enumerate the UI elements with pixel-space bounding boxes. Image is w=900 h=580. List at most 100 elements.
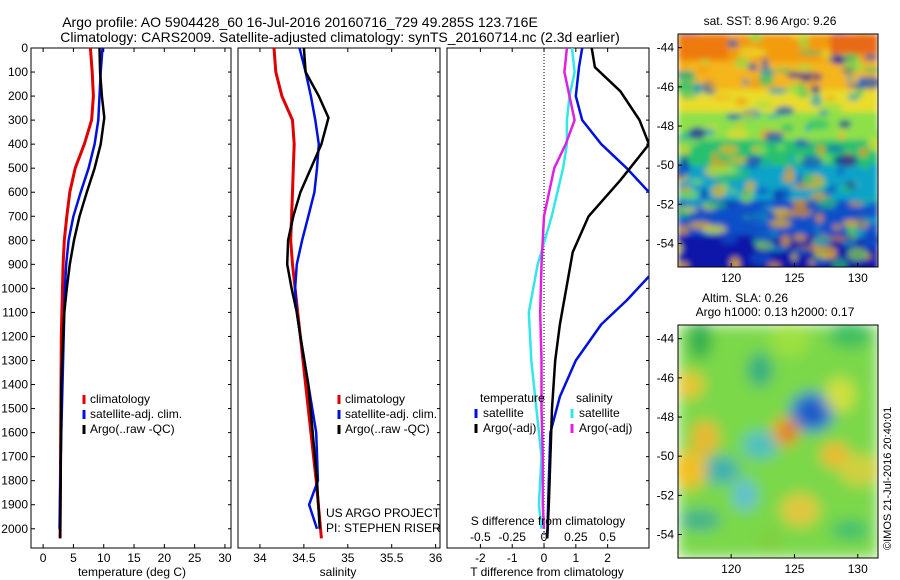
series-line-climatology — [272, 48, 323, 539]
legend-label: climatology — [90, 392, 150, 406]
map-y-tick-label: -48 — [657, 119, 675, 133]
sst-patch — [854, 227, 867, 239]
sst-patch — [783, 91, 796, 101]
x-tick-label: 2 — [604, 551, 611, 565]
sst-patch — [725, 113, 742, 121]
s-tick-label: 0.25 — [564, 530, 588, 544]
sst-patch — [863, 67, 878, 73]
sst-patch — [725, 39, 739, 48]
sst-patch — [678, 261, 690, 267]
diff-line-salinity-satellite — [527, 48, 576, 529]
sst-patch — [840, 184, 853, 193]
sst-patch — [841, 240, 858, 247]
sst-map-frame — [677, 33, 879, 268]
diff-line-temperature-argo-adj- — [545, 48, 649, 539]
sst-patch — [761, 57, 769, 71]
x-tick-label: 25 — [188, 551, 202, 565]
s-tick-label: -0.25 — [499, 530, 527, 544]
x-tick-label: 35 — [341, 551, 355, 565]
depth-tick-label: 1200 — [1, 329, 28, 343]
sla-eddy — [804, 405, 820, 421]
sst-patch — [712, 93, 733, 101]
project-line-2: PI: STEPHEN RISER — [326, 521, 441, 535]
depth-tick-label: 1600 — [1, 426, 28, 440]
depth-tick-label: 2000 — [1, 522, 28, 536]
sst-patch — [812, 235, 832, 248]
depth-tick-label: 100 — [8, 65, 28, 79]
sst-patch — [826, 236, 848, 241]
sst-patch — [729, 256, 741, 267]
sst-patch — [792, 233, 808, 242]
sst-patch — [780, 123, 795, 133]
sst-patch — [700, 140, 707, 151]
sst-patch — [802, 172, 814, 186]
depth-tick-label: 800 — [8, 233, 28, 247]
sst-patch — [847, 247, 869, 262]
sst-patch — [747, 62, 758, 71]
map-y-tick-label: -54 — [657, 237, 675, 251]
sst-patch — [848, 201, 864, 207]
sst-patch — [809, 75, 817, 87]
sst-patch — [804, 124, 812, 132]
sst-patch — [779, 188, 791, 200]
depth-tick-label: 1100 — [2, 305, 28, 319]
map-y-tick-label: -50 — [657, 158, 675, 172]
map-y-tick-label: -50 — [657, 449, 675, 463]
map-x-tick-label: 130 — [848, 562, 868, 576]
sst-patch — [751, 146, 759, 152]
x-tick-label: 34.5 — [292, 551, 316, 565]
sst-patch — [730, 188, 737, 195]
difference-xlabel: T difference from climatology — [470, 565, 624, 579]
sst-patch — [862, 216, 878, 225]
salinity-plot: 34 34.5 35 35.5 36 climatologysatellite-adj. … — [253, 47, 443, 565]
sst-patch — [810, 257, 829, 267]
sst-map-title: sat. SST: 8.96 Argo: 9.26 — [704, 14, 837, 28]
sst-patch — [753, 229, 773, 243]
sst-patch — [858, 147, 868, 158]
map-y-tick-label: -44 — [657, 41, 675, 55]
sst-patch — [804, 199, 818, 212]
depth-tick-label: 1000 — [1, 281, 28, 295]
sst-patch — [692, 82, 704, 96]
sst-patch — [843, 219, 860, 228]
sst-patch — [755, 186, 770, 196]
sst-patch — [842, 61, 865, 73]
depth-tick-label: 1800 — [1, 474, 28, 488]
map-y-tick-label: -54 — [657, 528, 675, 542]
sst-patch — [766, 246, 788, 252]
sst-patch — [819, 197, 838, 209]
map-y-tick-label: -48 — [657, 410, 675, 424]
sst-patch — [860, 163, 871, 171]
sst-patch — [820, 111, 827, 116]
depth-tick-label: 1400 — [1, 378, 28, 392]
temperature-xlabel: temperature (deg C) — [78, 565, 186, 579]
sst-patch — [841, 94, 851, 101]
header-line-2: Climatology: CARS2009. Satellite-adjuste… — [60, 29, 620, 45]
sst-patch — [836, 168, 845, 176]
sst-patch — [866, 138, 878, 152]
series-group — [58, 48, 106, 539]
sst-patch — [834, 154, 858, 167]
sst-patch — [678, 81, 696, 95]
sst-patch — [831, 258, 848, 267]
legend-label: satellite-adj. clim. — [90, 407, 182, 421]
series-group — [272, 48, 330, 539]
sla-eddy — [679, 509, 721, 531]
series-line-argo-raw-qc- — [58, 48, 106, 539]
sla-eddy — [828, 325, 872, 349]
difference-panel — [446, 47, 650, 549]
sst-patch — [745, 180, 756, 193]
sla-eddy — [747, 352, 773, 388]
x-tick-label: -1 — [507, 551, 518, 565]
sst-patch — [799, 50, 822, 55]
legend-label: satellite-adj. clim. — [345, 407, 437, 421]
sla-eddy — [838, 454, 878, 486]
sst-patch — [719, 234, 738, 244]
legend-label: Argo(..raw -QC) — [345, 422, 430, 436]
x-tick-label: 36 — [429, 551, 443, 565]
sst-patch — [746, 214, 766, 225]
sst-patch — [788, 152, 797, 166]
sst-patch — [767, 87, 788, 95]
sst-patch — [796, 64, 813, 71]
